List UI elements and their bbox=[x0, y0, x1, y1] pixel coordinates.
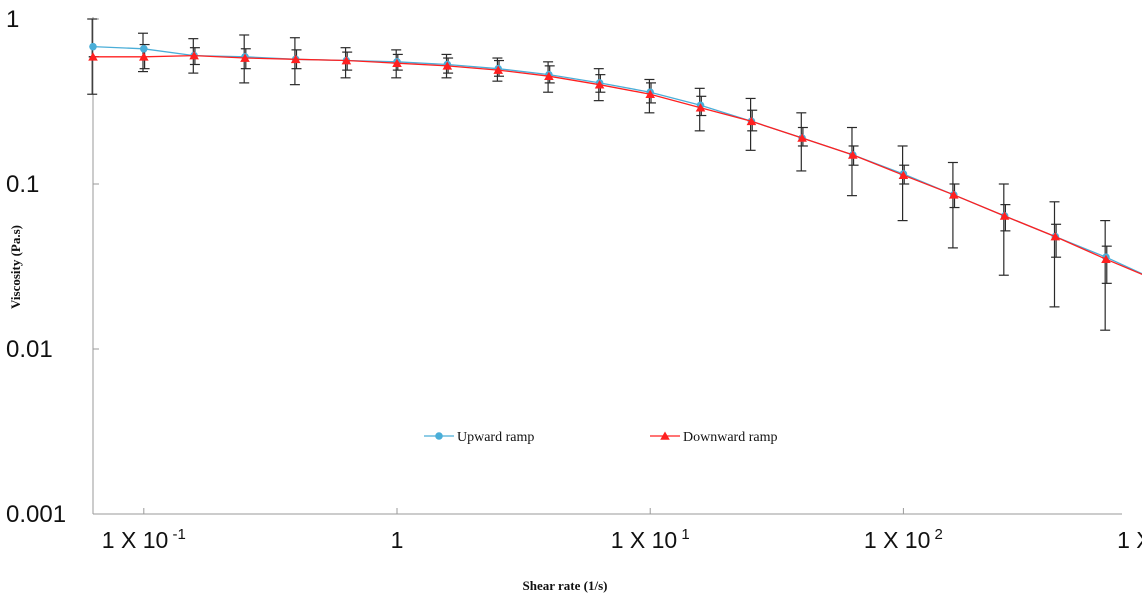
data-point-downward bbox=[88, 52, 98, 61]
y-tick-label: 0.001 bbox=[6, 501, 66, 528]
data-point-upward bbox=[140, 44, 148, 53]
data-point-downward bbox=[797, 133, 807, 142]
x-axis: 1 X 10 -1 1 1 X 10 1 1 X 10 2 1 X 10 3 bbox=[93, 508, 1142, 553]
data-point-downward bbox=[898, 170, 909, 180]
data-point-downward bbox=[695, 103, 706, 112]
data-point-downward bbox=[645, 89, 656, 99]
error-bars bbox=[87, 18, 1112, 331]
data-point-downward bbox=[1050, 232, 1061, 241]
y-tick-label: 0.1 bbox=[6, 171, 39, 198]
x-tick-label: 1 X 10 3 bbox=[1117, 526, 1142, 553]
legend-label-upward: Upward ramp bbox=[457, 430, 534, 445]
x-tick-label: 1 bbox=[391, 527, 404, 553]
data-point-downward bbox=[341, 56, 352, 65]
data-point-downward bbox=[1101, 254, 1111, 264]
x-tick-label: 1 X 10 -1 bbox=[102, 526, 186, 553]
series-line-downward bbox=[93, 54, 1142, 276]
data-point-downward bbox=[999, 211, 1010, 220]
data-point-downward bbox=[139, 52, 149, 61]
data-point-downward bbox=[948, 190, 959, 199]
y-tick-label: 0.01 bbox=[6, 336, 53, 363]
data-point-downward bbox=[746, 116, 757, 126]
data-point-downward bbox=[392, 58, 402, 67]
legend: Upward ramp Downward ramp bbox=[424, 430, 777, 445]
data-point-downward bbox=[847, 150, 858, 159]
data-point-downward bbox=[544, 71, 554, 81]
data-point-downward bbox=[240, 53, 250, 62]
series-line-upward bbox=[92, 45, 1142, 275]
data-point-downward bbox=[493, 65, 504, 74]
data-point-downward bbox=[442, 61, 453, 70]
x-tick-label: 1 X 10 1 bbox=[611, 526, 690, 553]
legend-item-downward: Downward ramp bbox=[650, 430, 777, 445]
y-tick-label: 1 bbox=[6, 6, 19, 33]
legend-item-upward: Upward ramp bbox=[424, 430, 534, 445]
data-point-downward bbox=[290, 54, 301, 64]
y-axis-title: Viscosity (Pa.s) bbox=[8, 225, 23, 309]
data-point-downward bbox=[594, 80, 605, 89]
legend-marker-downward bbox=[660, 431, 670, 440]
x-axis-title: Shear rate (1/s) bbox=[523, 578, 608, 593]
data-point-upward bbox=[89, 42, 97, 51]
y-axis: 1 0.1 0.01 0.001 bbox=[6, 6, 99, 528]
data-point-downward bbox=[189, 51, 199, 60]
series-lines bbox=[88, 42, 1142, 276]
x-tick-label: 1 X 10 2 bbox=[864, 526, 943, 553]
legend-marker-upward bbox=[435, 432, 443, 440]
legend-label-downward: Downward ramp bbox=[683, 430, 777, 445]
